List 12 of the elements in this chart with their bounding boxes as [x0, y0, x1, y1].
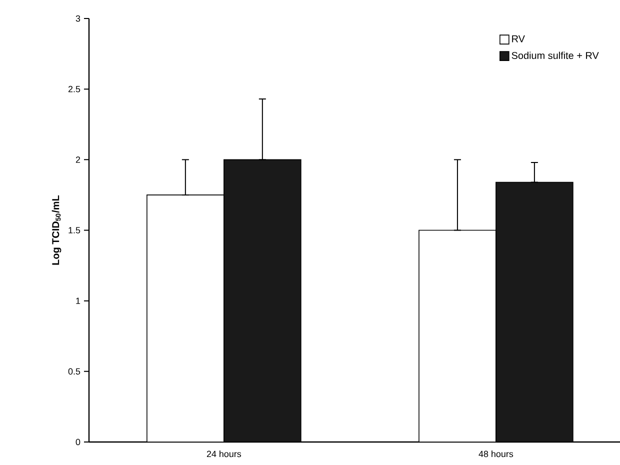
x-tick-label: 48 hours [478, 450, 514, 458]
y-axis-title: Log TCID$_{50}$/mL [52, 195, 62, 265]
y-tick-label: 1.5 [68, 227, 80, 234]
y-tick-label: 0 [76, 438, 80, 446]
y-tick-label: 0.5 [68, 368, 80, 375]
y-tick-label: 1 [76, 298, 80, 304]
legend-label: RV [512, 35, 525, 42]
y-tick-label: 2.5 [68, 86, 80, 92]
x-tick-label: 24 hours [206, 450, 242, 458]
y-tick-label: 3 [76, 15, 80, 22]
legend-label: Sodium sulfite + RV [512, 52, 599, 60]
y-tick-label: 2 [76, 156, 80, 163]
